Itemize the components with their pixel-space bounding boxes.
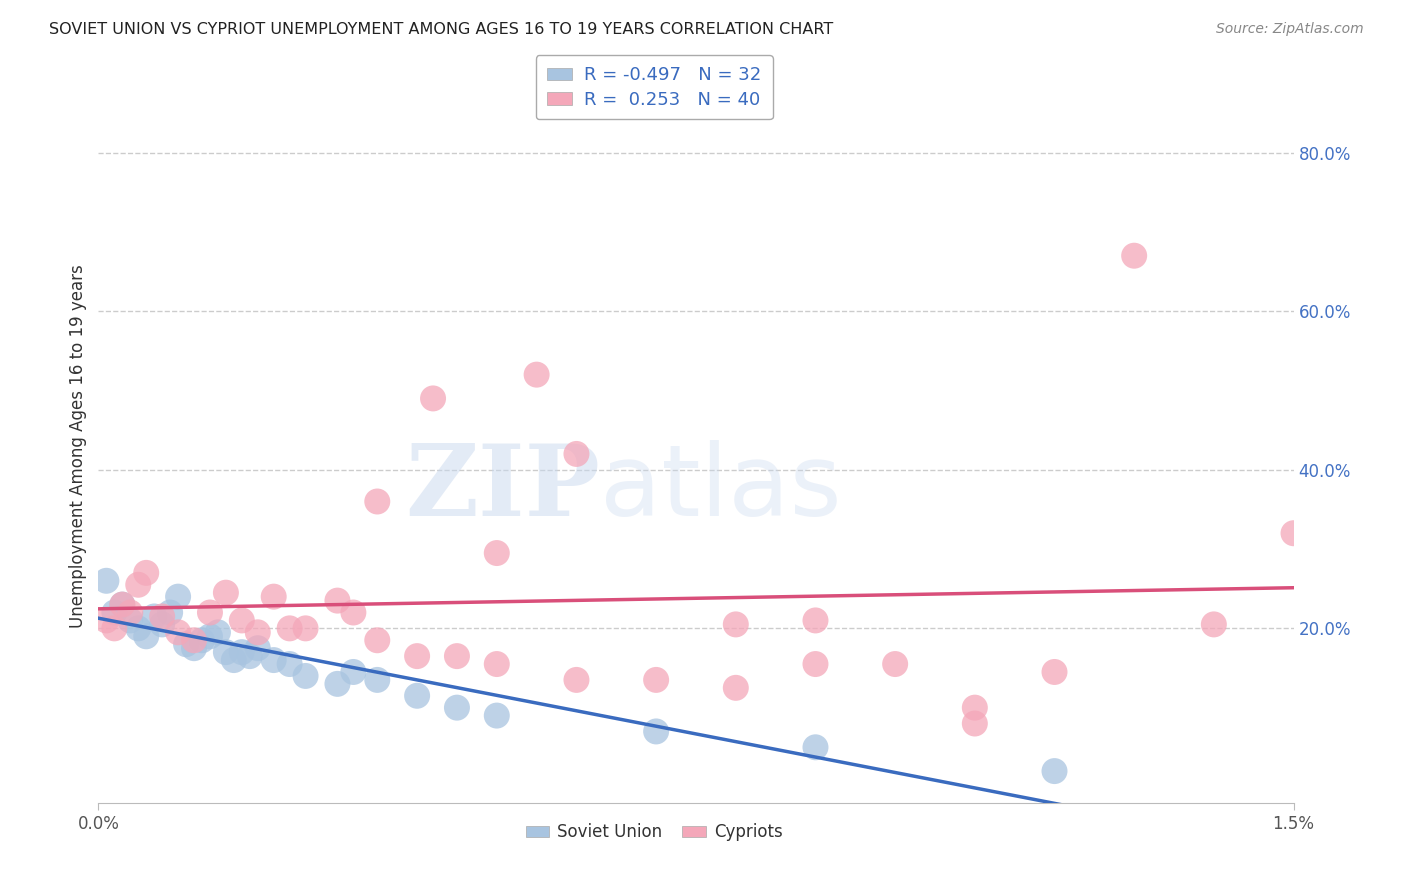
Point bbox=[183, 633, 205, 648]
Text: SOVIET UNION VS CYPRIOT UNEMPLOYMENT AMONG AGES 16 TO 19 YEARS CORRELATION CHART: SOVIET UNION VS CYPRIOT UNEMPLOYMENT AMO… bbox=[49, 22, 834, 37]
Point bbox=[422, 392, 444, 406]
Point bbox=[326, 593, 349, 607]
Point bbox=[1202, 617, 1225, 632]
Point bbox=[231, 645, 253, 659]
Point bbox=[103, 606, 125, 620]
Point bbox=[565, 447, 588, 461]
Point bbox=[246, 625, 269, 640]
Point bbox=[366, 494, 388, 508]
Point bbox=[231, 614, 253, 628]
Point bbox=[150, 617, 173, 632]
Point bbox=[198, 606, 221, 620]
Point bbox=[884, 657, 907, 671]
Point bbox=[1123, 249, 1146, 263]
Point bbox=[804, 614, 827, 628]
Point bbox=[246, 641, 269, 656]
Point bbox=[645, 724, 668, 739]
Point bbox=[326, 677, 349, 691]
Point bbox=[127, 578, 149, 592]
Point bbox=[804, 657, 827, 671]
Point bbox=[239, 649, 262, 664]
Point bbox=[96, 614, 118, 628]
Point bbox=[342, 665, 364, 679]
Point bbox=[366, 633, 388, 648]
Y-axis label: Unemployment Among Ages 16 to 19 years: Unemployment Among Ages 16 to 19 years bbox=[69, 264, 87, 628]
Text: atlas: atlas bbox=[600, 441, 842, 537]
Point bbox=[135, 566, 157, 580]
Point bbox=[207, 625, 229, 640]
Point bbox=[174, 637, 197, 651]
Point bbox=[120, 606, 142, 620]
Point bbox=[103, 621, 125, 635]
Point bbox=[963, 700, 986, 714]
Point bbox=[406, 649, 429, 664]
Point bbox=[120, 614, 142, 628]
Point bbox=[804, 740, 827, 755]
Point bbox=[96, 574, 118, 588]
Point bbox=[167, 625, 190, 640]
Point bbox=[1043, 665, 1066, 679]
Point bbox=[1282, 526, 1305, 541]
Point bbox=[215, 585, 238, 599]
Point bbox=[963, 716, 986, 731]
Point bbox=[446, 700, 468, 714]
Point bbox=[150, 609, 173, 624]
Point bbox=[724, 681, 747, 695]
Point bbox=[198, 629, 221, 643]
Point bbox=[127, 621, 149, 635]
Point bbox=[294, 621, 316, 635]
Point bbox=[406, 689, 429, 703]
Point bbox=[485, 546, 508, 560]
Text: Source: ZipAtlas.com: Source: ZipAtlas.com bbox=[1216, 22, 1364, 37]
Point bbox=[485, 708, 508, 723]
Point bbox=[111, 598, 134, 612]
Point bbox=[446, 649, 468, 664]
Point bbox=[565, 673, 588, 687]
Point bbox=[278, 657, 301, 671]
Point bbox=[159, 606, 181, 620]
Point bbox=[1043, 764, 1066, 778]
Text: ZIP: ZIP bbox=[405, 441, 600, 537]
Point bbox=[342, 606, 364, 620]
Point bbox=[645, 673, 668, 687]
Point bbox=[724, 617, 747, 632]
Point bbox=[263, 590, 285, 604]
Point bbox=[526, 368, 548, 382]
Point bbox=[135, 629, 157, 643]
Point bbox=[215, 645, 238, 659]
Point bbox=[366, 673, 388, 687]
Point bbox=[143, 609, 166, 624]
Point bbox=[111, 598, 134, 612]
Point bbox=[222, 653, 245, 667]
Point bbox=[183, 641, 205, 656]
Point bbox=[167, 590, 190, 604]
Legend: Soviet Union, Cypriots: Soviet Union, Cypriots bbox=[519, 817, 789, 848]
Point bbox=[294, 669, 316, 683]
Point bbox=[191, 633, 214, 648]
Point bbox=[485, 657, 508, 671]
Point bbox=[278, 621, 301, 635]
Point bbox=[263, 653, 285, 667]
